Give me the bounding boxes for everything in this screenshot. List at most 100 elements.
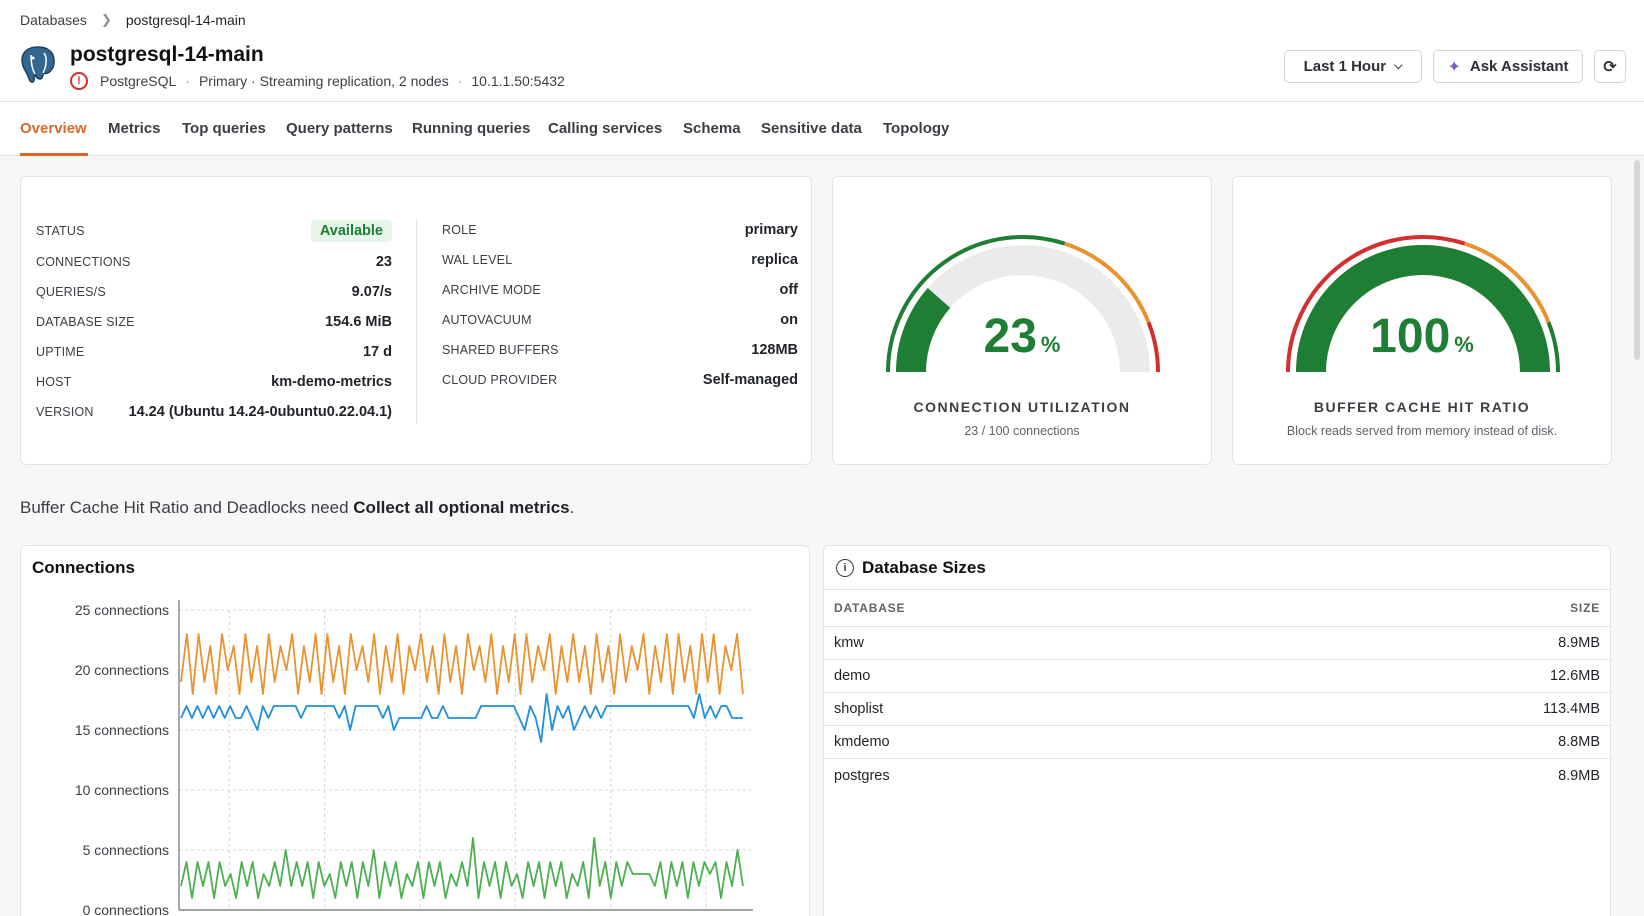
connection-utilization-label: CONNECTION UTILIZATION <box>913 399 1131 415</box>
info-row-version: VERSION 14.24 (Ubuntu 14.24-0ubuntu0.22.… <box>36 404 392 420</box>
tab-schema[interactable]: Schema <box>683 120 741 137</box>
y-tick-label: 20 connections <box>75 662 169 678</box>
table-header: DATABASE SIZE <box>824 589 1610 627</box>
tab-topology[interactable]: Topology <box>883 120 950 137</box>
database-info-card: STATUS Available CONNECTIONS 23 QUERIES/… <box>20 176 812 465</box>
buffer-cache-subtext: Block reads served from memory instead o… <box>1286 424 1558 438</box>
y-tick-label: 0 connections <box>83 902 169 916</box>
info-row-connections: CONNECTIONS 23 <box>36 254 392 270</box>
gauge-fill <box>896 288 951 373</box>
info-row-shared-buffers: SHARED BUFFERS 128MB <box>442 342 798 358</box>
table-row: postgres 8.9MB <box>824 759 1610 792</box>
tab-running-queries[interactable]: Running queries <box>412 120 531 137</box>
gauge-outer-green-arc <box>1546 321 1560 373</box>
database-size: 113.4MB <box>1543 701 1600 717</box>
status-badge: Available <box>310 220 392 242</box>
time-range-dropdown[interactable]: Last 1 Hour ⌵ <box>1284 50 1422 83</box>
endpoint-label: 10.1.1.50:5432 <box>471 73 565 89</box>
connections-chart-title: Connections <box>32 558 135 577</box>
database-subtitle: ! PostgreSQL · Primary · Streaming repli… <box>70 72 565 90</box>
info-row-role: ROLE primary <box>442 222 798 238</box>
breadcrumb: Databases ❯ postgresql-14-main <box>20 12 246 28</box>
connection-utilization-subtext: 23 / 100 connections <box>964 424 1080 438</box>
gauge-outer-red-arc <box>1286 235 1466 373</box>
ask-assistant-label: Ask Assistant <box>1469 58 1569 75</box>
buffer-cache-value: 100% <box>1370 310 1474 363</box>
gauge-outer-red-arc <box>1146 321 1160 373</box>
scrollbar-thumb[interactable] <box>1634 160 1640 360</box>
database-size: 8.9MB <box>1558 767 1600 784</box>
y-tick-label: 25 connections <box>75 602 169 618</box>
column-header-database[interactable]: DATABASE <box>834 601 906 615</box>
buffer-cache-label: BUFFER CACHE HIT RATIO <box>1313 399 1531 415</box>
info-row-queries: QUERIES/S 9.07/s <box>36 284 392 300</box>
database-name: demo <box>834 668 871 684</box>
info-row-cloud-provider: CLOUD PROVIDER Self-managed <box>442 372 798 388</box>
info-row-wal-level: WAL LEVEL replica <box>442 252 798 268</box>
tab-metrics[interactable]: Metrics <box>108 120 161 137</box>
chevron-down-icon: ⌵ <box>1394 60 1403 72</box>
info-row-autovacuum: AUTOVACUUM on <box>442 312 798 328</box>
database-size: 12.6MB <box>1550 668 1600 684</box>
tab-sensitive-data[interactable]: Sensitive data <box>761 120 862 137</box>
gauge-outer-orange-arc <box>1464 241 1551 324</box>
column-divider <box>416 219 417 423</box>
info-row-status: STATUS Available <box>36 219 392 243</box>
database-size: 8.9MB <box>1558 635 1600 651</box>
tab-top-queries[interactable]: Top queries <box>182 120 266 137</box>
breadcrumb-current: postgresql-14-main <box>125 12 246 28</box>
active-tab-indicator <box>20 153 88 156</box>
tab-calling-services[interactable]: Calling services <box>548 120 663 137</box>
alert-icon[interactable]: ! <box>70 72 88 90</box>
series-line-orange[interactable] <box>180 633 744 695</box>
database-name: shoplist <box>834 701 884 717</box>
collect-optional-metrics-link[interactable]: Collect all optional metrics <box>353 498 570 517</box>
connections-chart-card: 0 connections 5 connections 10 connections… <box>20 545 810 916</box>
info-icon[interactable]: i <box>836 559 854 577</box>
database-name: postgres <box>834 767 890 784</box>
database-name: kmw <box>834 635 864 651</box>
table-row: kmw 8.9MB <box>824 627 1610 660</box>
sparkle-icon: ✦ <box>1447 58 1461 76</box>
y-tick-label: 15 connections <box>75 722 169 738</box>
info-row-database-size: DATABASE SIZE 154.6 MiB <box>36 314 392 330</box>
connection-utilization-card: 23% CONNECTION UTILIZATION 23 / 100 conn… <box>832 176 1212 465</box>
buffer-cache-gauge <box>1286 235 1560 373</box>
connections-chart: 0 connections 5 connections 10 connections… <box>75 600 753 916</box>
database-sizes-card: i Database Sizes DATABASE SIZE kmw 8.9MB… <box>823 545 1611 916</box>
gauge-fill <box>1296 244 1550 373</box>
tab-bar: Overview Metrics Top queries Query patte… <box>0 102 1644 156</box>
engine-label: PostgreSQL <box>100 73 177 89</box>
database-sizes-table: DATABASE SIZE kmw 8.9MB demo 12.6MB shop… <box>824 589 1610 792</box>
table-row: demo 12.6MB <box>824 660 1610 693</box>
gauge-outer-orange-arc <box>1064 241 1151 324</box>
tab-overview[interactable]: Overview <box>20 120 87 137</box>
tab-query-patterns[interactable]: Query patterns <box>286 120 393 137</box>
buffer-cache-hit-ratio-card: 100% BUFFER CACHE HIT RATIO Block reads … <box>1232 176 1612 465</box>
series-line-blue[interactable] <box>180 693 743 743</box>
time-range-label: Last 1 Hour <box>1303 58 1387 75</box>
gauge-outer-green-arc <box>886 235 1066 373</box>
database-name: kmdemo <box>834 734 890 750</box>
info-row-uptime: UPTIME 17 d <box>36 344 392 360</box>
page-header: Databases ❯ postgresql-14-main postgresq… <box>0 0 1644 102</box>
refresh-button[interactable]: ⟳ <box>1594 50 1626 83</box>
y-tick-label: 10 connections <box>75 782 169 798</box>
info-row-archive-mode: ARCHIVE MODE off <box>442 282 798 298</box>
replication-info: Primary · Streaming replication, 2 nodes <box>198 73 449 89</box>
chevron-right-icon: ❯ <box>100 12 112 27</box>
table-row: shoplist 113.4MB <box>824 693 1610 726</box>
database-sizes-title: i Database Sizes <box>836 558 986 578</box>
breadcrumb-databases-link[interactable]: Databases <box>20 12 87 28</box>
y-tick-label: 5 connections <box>83 842 169 858</box>
page-title: postgresql-14-main <box>70 43 264 66</box>
refresh-icon: ⟳ <box>1603 58 1617 76</box>
series-line-green[interactable] <box>180 837 744 899</box>
optional-metrics-notice: Buffer Cache Hit Ratio and Deadlocks nee… <box>20 498 575 517</box>
column-header-size[interactable]: SIZE <box>1570 601 1600 615</box>
connection-utilization-value: 23% <box>983 310 1061 363</box>
postgresql-logo-icon <box>21 46 55 83</box>
table-row: kmdemo 8.8MB <box>824 726 1610 759</box>
ask-assistant-button[interactable]: ✦ Ask Assistant <box>1433 50 1583 83</box>
info-row-host: HOST km-demo-metrics <box>36 374 392 390</box>
